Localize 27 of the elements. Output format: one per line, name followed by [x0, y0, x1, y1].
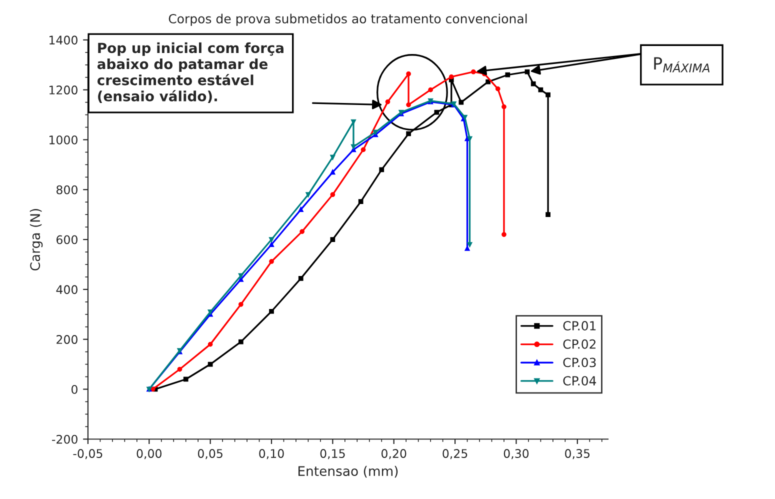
chart-title: Corpos de prova submetidos ao tratamento convencional: [168, 14, 527, 26]
legend-label: CP.01: [563, 321, 596, 330]
legend-label: CP.02: [563, 339, 596, 349]
y-tick-label: 600: [56, 235, 78, 244]
x-tick-label: 0,25: [442, 449, 468, 460]
y-tick-label: -200: [52, 434, 78, 444]
y-axis-title: Carga (N): [30, 209, 43, 270]
legend-label: CP.04: [563, 376, 596, 386]
annotation: P$_{MÁXIMA}$: [654, 57, 710, 72]
y-tick-label: 400: [56, 285, 78, 294]
y-tick-label: 800: [56, 185, 78, 194]
x-axis-title: Entensao (mm): [298, 466, 398, 478]
x-tick-label: 0,20: [381, 449, 406, 460]
y-tick-label: 200: [56, 335, 78, 344]
legend-label: CP.03: [563, 358, 596, 368]
x-tick-label: 0,05: [198, 449, 222, 460]
x-tick-label: 0,10: [259, 449, 284, 460]
y-tick-label: 1400: [49, 36, 78, 45]
x-tick-label: 0,35: [565, 449, 590, 460]
annotation: Pop up inicial com força abaixo do patamar de crescimento estável (ensaio válido).: [97, 42, 284, 104]
x-tick-label: -0,05: [73, 449, 102, 460]
y-tick-label: 1200: [49, 86, 78, 94]
x-tick-label: 0,00: [136, 449, 162, 460]
y-tick-label: 1000: [49, 135, 78, 144]
x-tick-label: 0,15: [320, 449, 345, 460]
y-tick-label: 0: [72, 384, 78, 394]
x-tick-label: 0,30: [504, 449, 529, 460]
